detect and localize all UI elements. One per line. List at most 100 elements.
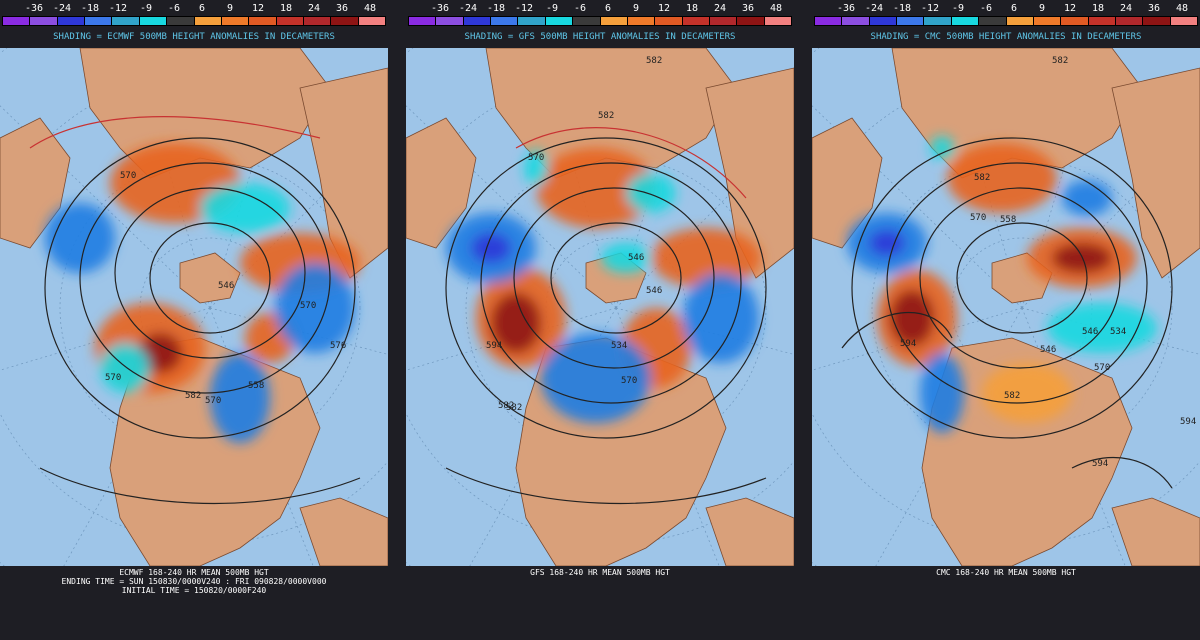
legend-tick: 12 — [657, 3, 671, 14]
legend-tick: -24 — [52, 3, 72, 14]
footer-title: ECMWF 168-240 HR MEAN 500MB HGT — [119, 568, 269, 577]
legend-tick: 48 — [1175, 3, 1189, 14]
legend-tick: -6 — [167, 3, 181, 14]
legend-tick: -9 — [139, 3, 153, 14]
legend-tick: 48 — [363, 3, 377, 14]
color-scale-legend — [408, 16, 792, 26]
legend-swatch — [194, 17, 222, 25]
contour-label: 570 — [1094, 363, 1110, 373]
legend-swatch — [1115, 17, 1144, 25]
contour-label: 570 — [621, 376, 637, 386]
legend-swatch — [358, 17, 386, 25]
legend-swatch — [627, 17, 656, 25]
map-area: 582 582 570 546 534 546 582 594 582 570 — [406, 48, 794, 566]
legend-tick: -9 — [951, 3, 965, 14]
contour-label: 570 — [970, 213, 986, 223]
legend-tick: -36 — [24, 3, 44, 14]
map-area: 582 582 570 558 594 546 546 570 582 594 … — [812, 48, 1200, 566]
legend-tick: 36 — [1147, 3, 1161, 14]
legend-swatch — [1143, 17, 1171, 25]
contour-label: 594 — [1092, 459, 1108, 469]
legend-swatch — [167, 17, 195, 25]
legend-tick: 24 — [1119, 3, 1133, 14]
map-area: 570 582 570 570 546 558 570 576 — [0, 48, 388, 566]
ecmwf-map: 570 582 570 570 546 558 570 576 — [0, 48, 388, 566]
contour-label: 582 — [498, 401, 514, 411]
legend-tick: 48 — [769, 3, 783, 14]
legend-swatch — [1006, 17, 1034, 25]
contour-label: 546 — [646, 286, 662, 296]
contour-label: 576 — [330, 341, 346, 351]
legend-tick: -18 — [892, 3, 912, 14]
legend-swatch — [924, 17, 952, 25]
legend-tick: -12 — [108, 3, 128, 14]
legend-swatch — [897, 17, 925, 25]
footer-initial-time: INITIAL TIME = 150820/0000F240 — [121, 586, 267, 595]
contour-label: 582 — [185, 391, 201, 401]
shading-label: SHADING = CMC 500MB HEIGHT ANOMALIES IN … — [870, 32, 1142, 42]
contour-label: 558 — [1000, 215, 1016, 225]
legend-swatch — [842, 17, 870, 25]
contour-label: 570 — [528, 153, 544, 163]
contour-label: 546 — [218, 281, 234, 291]
cmc-panel: -36 -24 -18 -12 -9 -6 6 9 12 18 24 36 48… — [812, 0, 1200, 640]
legend-tick: -12 — [514, 3, 534, 14]
color-scale-legend — [2, 16, 386, 26]
contour-label: 582 — [1052, 56, 1068, 66]
legend-swatch — [331, 17, 359, 25]
contour-label: 570 — [105, 373, 121, 383]
contour-label: 582 — [598, 111, 614, 121]
legend-swatch — [1033, 17, 1062, 25]
height-contours — [445, 127, 767, 505]
legend-swatch — [249, 17, 277, 25]
legend-tick: 6 — [1010, 3, 1018, 14]
legend-swatch — [815, 17, 843, 25]
contour-label: 546 — [628, 253, 644, 263]
legend-swatch — [764, 17, 792, 25]
legend-tick: -24 — [864, 3, 884, 14]
contour-label: 582 — [646, 56, 662, 66]
legend-tick: 18 — [279, 3, 293, 14]
contour-label: 582 — [506, 403, 522, 413]
cmc-map: 582 582 570 558 594 546 546 570 582 594 … — [812, 48, 1200, 566]
legend-swatch — [655, 17, 683, 25]
legend-tick: -18 — [486, 3, 506, 14]
legend-swatch — [221, 17, 250, 25]
legend-swatch — [409, 17, 437, 25]
legend-tick: -18 — [80, 3, 100, 14]
gfs-panel: -36 -24 -18 -12 -9 -6 6 9 12 18 24 36 48… — [406, 0, 794, 640]
legend-tick: -6 — [573, 3, 587, 14]
legend-swatch — [545, 17, 574, 25]
legend-swatch — [518, 17, 546, 25]
legend-swatch — [491, 17, 519, 25]
legend-swatch — [709, 17, 738, 25]
color-scale-legend — [814, 16, 1198, 26]
legend-tick: -9 — [545, 3, 559, 14]
landmass — [812, 48, 1200, 566]
legend-swatch — [1170, 17, 1198, 25]
legend-swatch — [573, 17, 601, 25]
legend-tick-labels: -36 -24 -18 -12 -9 -6 6 9 12 18 24 36 48 — [406, 3, 794, 15]
legend-swatch — [737, 17, 765, 25]
legend-tick: 18 — [685, 3, 699, 14]
contour-label: 558 — [248, 381, 264, 391]
contour-label: 594 — [1180, 417, 1196, 427]
legend-tick: 9 — [226, 3, 234, 14]
legend-tick: 6 — [604, 3, 612, 14]
footer-title: GFS 168-240 HR MEAN 500MB HGT — [530, 568, 670, 577]
contour-label: 594 — [486, 341, 502, 351]
contour-label: 570 — [120, 171, 136, 181]
legend-tick: 12 — [1063, 3, 1077, 14]
legend-swatch — [30, 17, 58, 25]
contour-labels: 570 582 570 570 546 558 570 576 — [105, 171, 346, 406]
contour-labels: 582 582 570 546 534 546 582 594 582 570 — [486, 56, 662, 413]
shading-label: SHADING = GFS 500MB HEIGHT ANOMALIES IN … — [464, 32, 736, 42]
contour-label: 594 — [900, 339, 916, 349]
contour-label: 582 — [974, 173, 990, 183]
contour-label: 546 — [1040, 345, 1056, 355]
height-contours — [29, 116, 361, 505]
legend-swatch — [57, 17, 86, 25]
footer-title: CMC 168-240 HR MEAN 500MB HGT — [936, 568, 1076, 577]
legend-swatch — [3, 17, 31, 25]
legend-swatch — [112, 17, 140, 25]
